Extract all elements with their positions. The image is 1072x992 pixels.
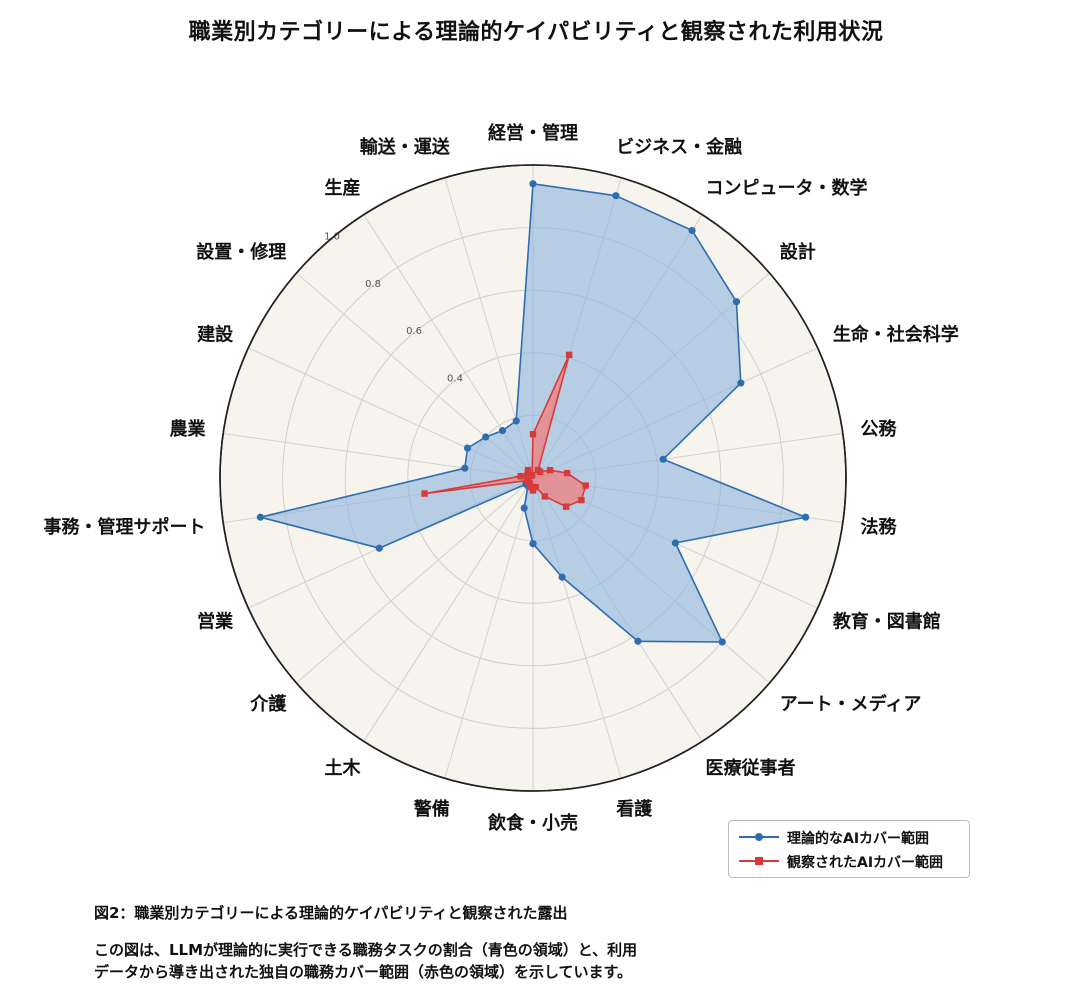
category-label: 看護 <box>615 798 653 820</box>
category-label: 生命・社会科学 <box>833 324 959 346</box>
data-point-theoretical <box>529 180 537 188</box>
category-label: 警備 <box>414 798 450 820</box>
caption-title: 図2：職業別カテゴリーによる理論的ケイパビリティと観察された露出 <box>94 904 568 922</box>
data-point-observed <box>565 351 573 359</box>
data-point-theoretical <box>634 637 642 645</box>
data-point-theoretical <box>732 298 741 306</box>
plot-outline <box>219 164 847 792</box>
legend: 理論的なAIカバー範囲 観察されたAIカバー範囲 <box>728 820 970 878</box>
category-label: アート・メディア <box>780 693 922 715</box>
data-point-observed <box>524 477 531 484</box>
data-point-theoretical <box>498 427 507 435</box>
legend-label-observed: 観察されたAIカバー範囲 <box>787 855 944 871</box>
series-layer <box>256 180 810 646</box>
grid-spoke <box>363 477 534 742</box>
data-point-theoretical <box>520 504 528 512</box>
data-point-observed <box>517 473 524 480</box>
radial-tick-label: 0.8 <box>365 279 381 290</box>
legend-item-observed: 観察されたAIカバー範囲 <box>729 850 969 872</box>
data-point-theoretical <box>463 444 472 452</box>
chart-title: 職業別カテゴリーによる理論的ケイパビリティと観察された利用状況 <box>188 20 884 45</box>
data-point-theoretical <box>558 573 566 581</box>
category-label: 設計 <box>780 241 816 263</box>
data-point-observed <box>532 483 539 491</box>
radial-tick-label: 0.6 <box>406 326 422 337</box>
category-label: 農業 <box>170 418 207 440</box>
data-point-observed <box>582 482 589 489</box>
grid-spoke <box>444 477 534 779</box>
category-label: 輸送・運送 <box>360 136 451 158</box>
category-label: 介護 <box>249 693 287 715</box>
category-label: 経営・管理 <box>488 122 578 144</box>
radial-tick-label: 0.4 <box>447 373 463 384</box>
data-point-observed <box>562 503 570 510</box>
category-label: 法務 <box>860 516 897 538</box>
category-label: 生産 <box>324 177 360 199</box>
category-label: 営業 <box>197 610 234 632</box>
data-point-theoretical <box>671 539 679 547</box>
legend-marker-observed <box>739 857 779 865</box>
data-point-theoretical <box>482 433 490 441</box>
category-label: コンピュータ・数学 <box>706 177 868 199</box>
category-label: ビジネス・金融 <box>616 136 742 158</box>
radial-tick-label: 1.0 <box>324 231 340 242</box>
data-point-observed <box>541 493 549 500</box>
caption-line-1: この図は、LLMが理論的に実行できる職務タスクの割合（青色の領域）と、利用 <box>94 941 638 959</box>
category-label: 設置・修理 <box>196 241 286 263</box>
data-point-observed <box>563 469 571 477</box>
data-point-observed <box>529 487 537 494</box>
category-labels: 経営・管理ビジネス・金融コンピュータ・数学設計生命・社会科学公務法務教育・図書館… <box>44 122 959 834</box>
data-point-theoretical <box>512 417 520 425</box>
data-point-observed <box>524 472 531 479</box>
category-label: 飲食・小売 <box>487 812 578 834</box>
category-label: 医療従事者 <box>706 757 796 779</box>
category-label: 事務・管理サポート <box>44 516 206 538</box>
data-point-theoretical <box>461 464 469 472</box>
grid-spoke <box>296 477 534 684</box>
data-point-theoretical <box>688 226 696 235</box>
data-point-theoretical <box>659 455 667 463</box>
data-point-theoretical <box>256 513 264 521</box>
category-label: 公務 <box>860 418 897 440</box>
caption-line-2: データから導き出された独自の職務カバー範囲（赤色の領域）を示しています。 <box>94 963 633 981</box>
data-point-theoretical <box>718 638 726 646</box>
figure-caption: 図2：職業別カテゴリーによる理論的ケイパビリティと観察された露出 この図は、LL… <box>94 902 994 983</box>
legend-label-theoretical: 理論的なAIカバー範囲 <box>787 831 930 847</box>
data-point-observed <box>421 490 428 497</box>
data-point-theoretical <box>612 192 620 200</box>
data-point-observed <box>528 471 536 479</box>
data-point-observed <box>536 468 544 476</box>
data-point-observed <box>529 430 537 438</box>
data-point-observed <box>527 483 534 491</box>
data-point-observed <box>524 466 532 474</box>
radar-chart: 0.4 0.6 0.8 1.0 経営・管理ビジネス・金融コンピュータ・数学設計生命・社… <box>44 122 959 834</box>
legend-marker-theoretical <box>739 833 779 841</box>
data-point-observed <box>546 466 554 474</box>
category-label: 建設 <box>197 324 234 346</box>
data-point-theoretical <box>529 540 537 548</box>
radial-tick-labels: 0.4 0.6 0.8 1.0 <box>324 231 463 384</box>
category-label: 教育・図書館 <box>833 610 941 632</box>
data-point-theoretical <box>802 513 810 521</box>
data-point-observed <box>578 496 585 504</box>
category-label: 土木 <box>324 757 361 779</box>
data-point-theoretical <box>737 379 745 387</box>
data-point-theoretical <box>375 544 383 552</box>
legend-item-theoretical: 理論的なAIカバー範囲 <box>729 826 969 848</box>
